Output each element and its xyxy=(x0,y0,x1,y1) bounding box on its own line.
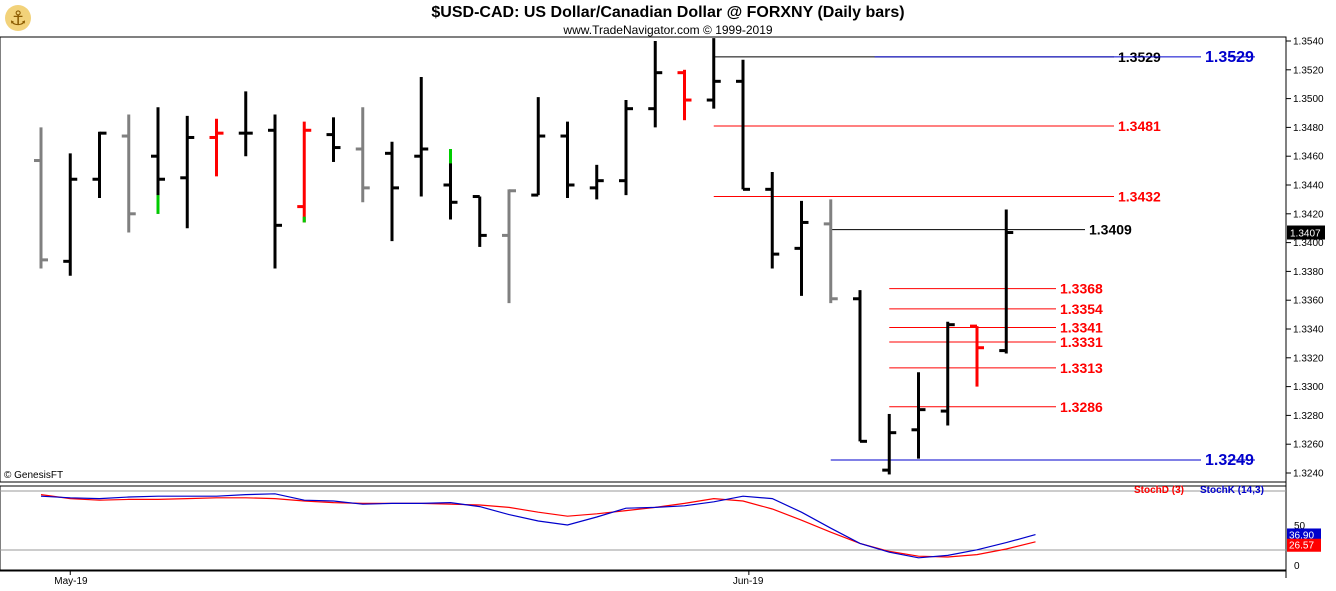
y-tick-label: 1.3260 xyxy=(1293,440,1324,451)
level-label: 1.3331 xyxy=(1060,334,1103,350)
chart-title: $USD-CAD: US Dollar/Canadian Dollar @ FO… xyxy=(431,4,904,21)
ohlc-bar xyxy=(238,91,253,157)
ohlc-bar xyxy=(882,413,897,475)
ohlc-bar xyxy=(736,59,750,191)
logo: ⚓ xyxy=(5,5,31,31)
x-tick-label: Jun-19 xyxy=(733,576,764,587)
ohlc-bar xyxy=(531,97,546,197)
level-label: 1.3341 xyxy=(1060,320,1103,336)
y-tick-label: 1.3540 xyxy=(1293,37,1324,48)
y-tick-label: 1.3460 xyxy=(1293,152,1324,163)
stoch-k-last-label: 36.90 xyxy=(1289,530,1314,541)
stoch-y-tick-label: 0 xyxy=(1294,561,1300,572)
y-tick-label: 1.3420 xyxy=(1293,209,1324,220)
stoch-d-last-box xyxy=(1287,538,1321,552)
ohlc-bar xyxy=(268,114,282,269)
y-tick-label: 1.3340 xyxy=(1293,325,1324,336)
stoch-y-tick-label: 50 xyxy=(1294,521,1306,532)
y-tick-label: 1.3480 xyxy=(1293,123,1324,134)
y-tick-label: 1.3520 xyxy=(1293,65,1324,76)
ohlc-bar xyxy=(911,372,926,459)
price-frame xyxy=(0,36,1287,483)
y-tick-label: 1.3300 xyxy=(1293,382,1324,393)
last-price-box xyxy=(1287,225,1325,240)
stoch-k-line xyxy=(40,493,1036,559)
stochastic-frame xyxy=(0,485,1287,571)
ohlc-bar xyxy=(414,77,429,197)
stoch-k-legend: StochK (14,3) xyxy=(1200,485,1264,496)
ohlc-bar xyxy=(560,121,575,198)
ohlc-bar xyxy=(472,195,487,247)
y-tick-label: 1.3380 xyxy=(1293,267,1324,278)
level-label: 1.3286 xyxy=(1060,399,1103,415)
stoch-d-legend: StochD (3) xyxy=(1134,485,1184,496)
stoch-d-last-label: 26.57 xyxy=(1289,541,1314,552)
ohlc-bar xyxy=(823,199,838,304)
level-label: 1.3529 xyxy=(1205,49,1254,66)
chart-subtitle: www.TradeNavigator.com © 1999-2019 xyxy=(562,23,772,37)
level-label: 1.3249 xyxy=(1205,452,1254,469)
ohlc-bar xyxy=(999,209,1014,354)
ohlc-bar xyxy=(121,114,136,233)
ohlc-bar xyxy=(209,118,224,177)
ohlc-bar xyxy=(853,290,867,443)
ohlc-bar xyxy=(940,321,955,426)
stoch-k-last-box xyxy=(1287,528,1321,542)
ohlc-bar xyxy=(63,153,78,276)
ohlc-bar xyxy=(297,121,312,223)
level-label: 1.3368 xyxy=(1060,281,1103,297)
ohlc-bar xyxy=(502,189,516,304)
ohlc-bar xyxy=(970,324,984,387)
y-tick-label: 1.3500 xyxy=(1293,94,1324,105)
copyright-label: © GenesisFT xyxy=(4,470,63,481)
ohlc-bar xyxy=(706,38,721,109)
ohlc-bar xyxy=(34,127,48,269)
ohlc-bar xyxy=(619,100,633,196)
level-label: 1.3354 xyxy=(1060,301,1103,317)
ohlc-bar xyxy=(385,141,399,242)
level-label: 1.3481 xyxy=(1118,118,1161,134)
ohlc-bar xyxy=(92,131,107,198)
anchor-logo-icon: ⚓ xyxy=(9,6,27,30)
y-tick-label: 1.3440 xyxy=(1293,181,1324,192)
y-tick-label: 1.3400 xyxy=(1293,238,1324,249)
ohlc-bar xyxy=(794,200,809,296)
y-tick-label: 1.3320 xyxy=(1293,353,1324,364)
price-panel: 1.3540 1.3520 1.3500 1.3480 1.3460 1.3440 1.34… xyxy=(0,36,1325,578)
y-tick-label: 1.3240 xyxy=(1293,469,1324,480)
x-tick-label: May-19 xyxy=(54,576,88,587)
last-price-label: 1.3407 xyxy=(1290,229,1321,240)
ohlc-bar xyxy=(355,107,370,203)
ohlc-bar xyxy=(677,69,692,121)
stoch-d-line xyxy=(40,494,1036,558)
ohlc-bar xyxy=(765,172,780,269)
ohlc-bar xyxy=(589,164,604,200)
level-label: 1.3432 xyxy=(1118,189,1161,205)
y-tick-label: 1.3280 xyxy=(1293,411,1324,422)
level-label: 1.3313 xyxy=(1060,360,1103,376)
ohlc-bar xyxy=(151,107,165,214)
ohlc-bar xyxy=(326,117,341,162)
level-label: 1.3409 xyxy=(1089,222,1132,238)
ohlc-bar xyxy=(648,41,663,128)
ohlc-bar xyxy=(443,149,458,220)
y-tick-label: 1.3360 xyxy=(1293,296,1324,307)
ohlc-bar xyxy=(180,115,195,229)
